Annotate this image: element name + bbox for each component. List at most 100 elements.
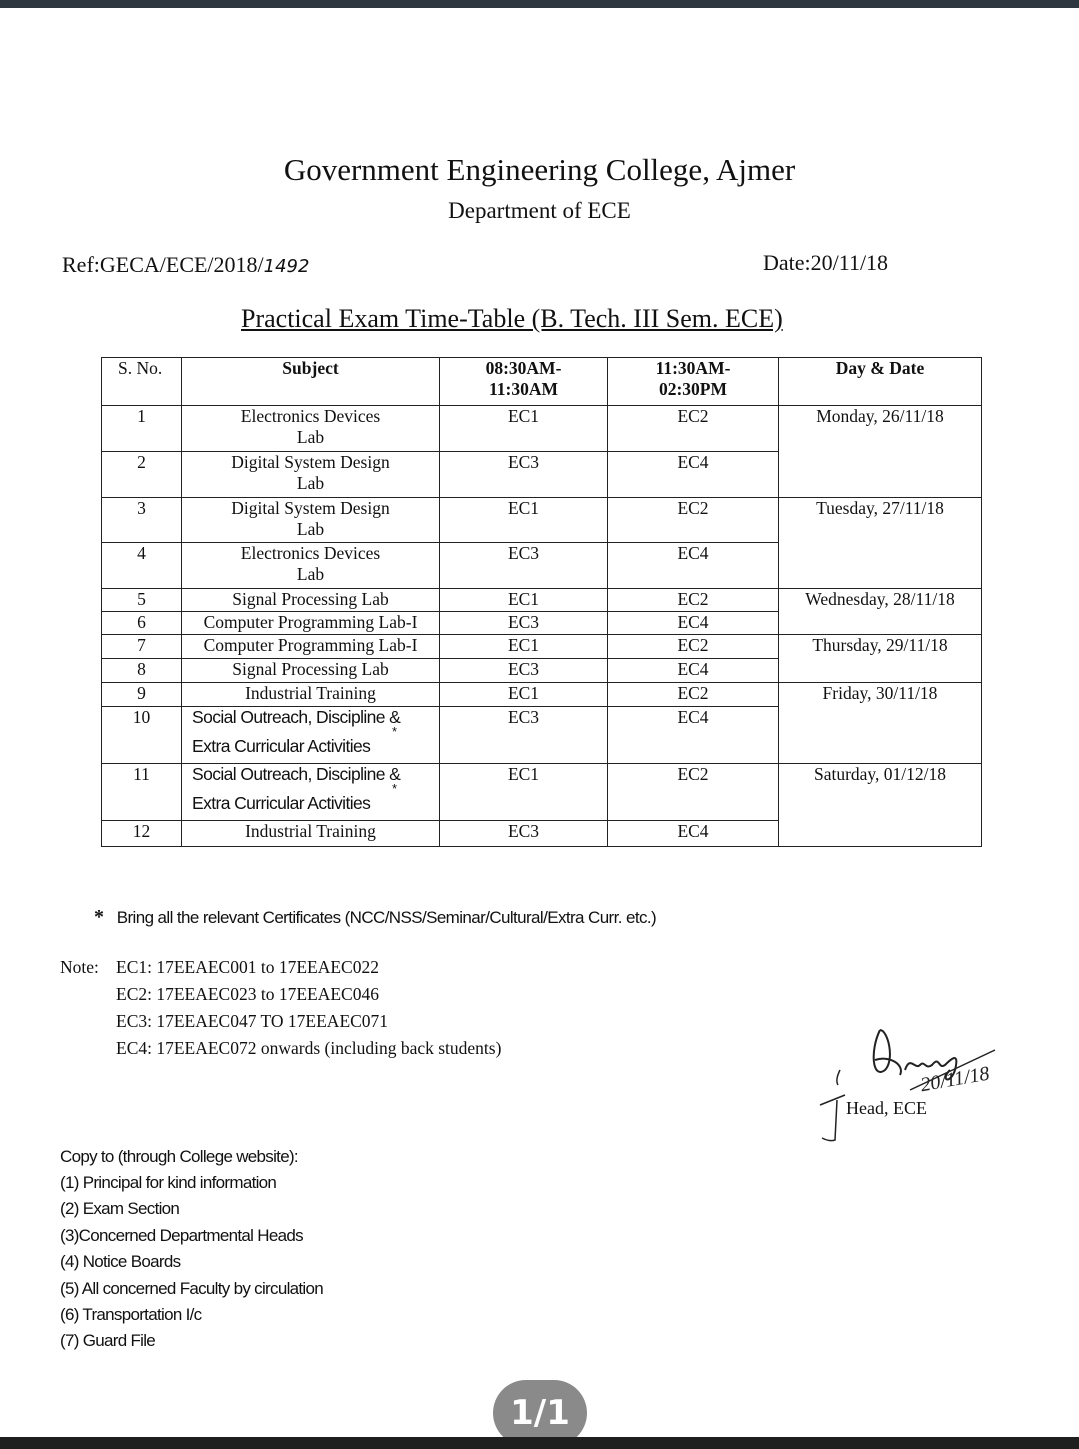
column-header: Subject bbox=[181, 357, 440, 406]
viewer-top-bar bbox=[0, 0, 1079, 8]
serial-number-cell-text: 11 bbox=[133, 764, 150, 784]
copy-to-item: (1) Principal for kind information bbox=[60, 1173, 277, 1192]
afternoon-slot-cell-text: EC4 bbox=[677, 543, 709, 563]
afternoon-slot-cell: EC4 bbox=[607, 542, 779, 589]
serial-number-cell-text: 7 bbox=[137, 635, 146, 655]
morning-slot-cell: EC1 bbox=[439, 682, 608, 707]
signature: 20/11/18 bbox=[819, 1029, 996, 1142]
day-date-cell-text: Friday, 30/11/18 bbox=[822, 683, 938, 703]
table-row: 9 Industrial Training EC1 EC2 Friday, 30/11/… bbox=[101, 682, 982, 764]
day-date-cell: Thursday, 29/11/18 bbox=[778, 634, 982, 683]
column-header: S. No. bbox=[101, 357, 182, 406]
subject-line: Extra Curricular Activities bbox=[192, 793, 371, 813]
afternoon-slot-cell-text: EC2 bbox=[677, 498, 709, 518]
signature-date: 20/11/18 bbox=[919, 1063, 991, 1097]
morning-slot-cell: EC1 bbox=[439, 497, 608, 543]
day-date-cell-text: Tuesday, 27/11/18 bbox=[816, 498, 944, 518]
subject-cell-text: Industrial Training bbox=[245, 821, 376, 841]
afternoon-slot-cell: EC2 bbox=[607, 763, 779, 821]
day-date-cell: Wednesday, 28/11/18 bbox=[778, 588, 982, 635]
subject-cell: Social Outreach, Discipline & * Extra Curr… bbox=[181, 763, 440, 821]
serial-number-cell: 3 bbox=[101, 497, 182, 543]
copy-to-item: (4) Notice Boards bbox=[60, 1252, 181, 1271]
subject-cell: Signal Processing Lab bbox=[181, 588, 440, 612]
column-header: 11:30AM- 02:30PM bbox=[607, 357, 779, 406]
department-name: Department of ECE bbox=[448, 198, 631, 223]
afternoon-slot-cell: EC4 bbox=[607, 820, 779, 847]
morning-slot-cell: EC1 bbox=[439, 588, 608, 612]
morning-slot-cell: EC3 bbox=[439, 542, 608, 589]
subject-cell: Signal Processing Lab bbox=[181, 658, 440, 683]
day-date-cell-text: Wednesday, 28/11/18 bbox=[805, 589, 955, 609]
signatory-title: Head, ECE bbox=[846, 1098, 927, 1118]
note-label: Note: bbox=[60, 957, 99, 977]
day-date-cell-text: Saturday, 01/12/18 bbox=[813, 764, 947, 784]
morning-slot-cell: EC3 bbox=[439, 451, 608, 498]
serial-number-cell-text: 12 bbox=[132, 821, 151, 841]
subject-cell-text: Signal Processing Lab bbox=[232, 659, 389, 679]
serial-number-cell: 10 bbox=[101, 706, 182, 764]
footnote-text: Bring all the relevant Certificates (NCC… bbox=[116, 908, 657, 927]
note-item: EC2: 17EEAEC023 to 17EEAEC046 bbox=[116, 984, 379, 1004]
reference-handwritten-number: 1492 bbox=[263, 256, 310, 277]
subject-cell: Computer Programming Lab-I bbox=[181, 611, 440, 635]
table-row: 12 Industrial Training EC3 EC4 bbox=[101, 820, 982, 847]
morning-slot-cell: EC1 bbox=[439, 763, 608, 821]
subject-cell: Social Outreach, Discipline & * Extra Curr… bbox=[181, 706, 440, 764]
morning-slot-cell-text: EC1 bbox=[507, 635, 540, 655]
note-item: EC4: 17EEAEC072 onwards (including back … bbox=[116, 1038, 502, 1058]
subject-cell-text: Social Outreach, Discipline & * Extra Curr… bbox=[192, 764, 439, 814]
serial-number-cell-text: 3 bbox=[137, 498, 146, 518]
note-item: EC1: 17EEAEC001 to 17EEAEC022 bbox=[116, 957, 379, 977]
subject-cell-text: Electronics Devices Lab bbox=[240, 543, 381, 584]
copy-to-item: (2) Exam Section bbox=[60, 1199, 180, 1218]
table-row: 1 Electronics Devices Lab EC1 EC2 Monday, 26… bbox=[101, 405, 982, 498]
afternoon-slot-cell: EC2 bbox=[607, 682, 779, 707]
timetable-title: Practical Exam Time-Table (B. Tech. III … bbox=[241, 304, 783, 333]
afternoon-slot-cell-text: EC2 bbox=[677, 406, 709, 426]
copy-to-item: (5) All concerned Faculty by circulation bbox=[60, 1279, 324, 1298]
subject-cell: Industrial Training bbox=[181, 682, 440, 707]
afternoon-slot-cell-text: EC2 bbox=[677, 683, 709, 703]
afternoon-slot-cell: EC4 bbox=[607, 451, 779, 498]
subject-cell: Industrial Training bbox=[181, 820, 440, 847]
serial-number-cell: 12 bbox=[101, 820, 182, 847]
day-date-cell: Monday, 26/11/18 bbox=[778, 405, 982, 498]
column-header: Day & Date bbox=[778, 357, 982, 406]
afternoon-slot-cell: EC2 bbox=[607, 634, 779, 659]
subject-cell-text: Signal Processing Lab bbox=[232, 589, 389, 609]
note-item: EC3: 17EEAEC047 TO 17EEAEC071 bbox=[116, 1011, 389, 1031]
subject-cell-text: Computer Programming Lab-I bbox=[203, 635, 418, 655]
afternoon-slot-cell-text: EC4 bbox=[677, 707, 709, 727]
morning-slot-cell-text: EC3 bbox=[507, 612, 540, 632]
morning-slot-cell: EC1 bbox=[439, 634, 608, 659]
subject-cell: Digital System Design Lab bbox=[181, 451, 440, 498]
afternoon-slot-cell-text: EC2 bbox=[677, 589, 709, 609]
morning-slot-cell-text: EC3 bbox=[507, 659, 540, 679]
afternoon-slot-cell: EC2 bbox=[607, 588, 779, 612]
certificate-footnote: * Bring all the relevant Certificates (N… bbox=[94, 906, 657, 929]
table-row: 10 Social Outreach, Discipline & * Extra Cu… bbox=[101, 706, 982, 764]
serial-number-cell-text: 5 bbox=[137, 589, 146, 609]
serial-number-cell-text: 10 bbox=[132, 707, 151, 727]
copy-to-item: (3)Concerned Departmental Heads bbox=[60, 1226, 304, 1245]
table-row: 3 Digital System Design Lab EC1 EC2 Tuesday,… bbox=[101, 497, 982, 589]
afternoon-slot-cell: EC4 bbox=[607, 658, 779, 683]
afternoon-slot-cell: EC2 bbox=[607, 405, 779, 452]
table-row: 4 Electronics Devices Lab EC3 EC4 bbox=[101, 542, 982, 589]
day-date-cell: Friday, 30/11/18 bbox=[778, 682, 982, 764]
afternoon-slot-cell: EC2 bbox=[607, 497, 779, 543]
morning-slot-cell-text: EC1 bbox=[507, 764, 540, 784]
subject-cell-text: Digital System Design Lab bbox=[231, 498, 390, 539]
morning-slot-cell: EC3 bbox=[439, 706, 608, 764]
subject-cell: Digital System Design Lab bbox=[181, 497, 440, 543]
serial-number-cell: 11 bbox=[101, 763, 182, 821]
morning-slot-cell-text: EC3 bbox=[507, 821, 540, 841]
morning-slot-cell-text: EC3 bbox=[507, 707, 540, 727]
afternoon-slot-cell: EC4 bbox=[607, 706, 779, 764]
morning-slot-cell-text: EC3 bbox=[507, 543, 540, 563]
afternoon-slot-cell-text: EC4 bbox=[677, 821, 709, 841]
afternoon-slot-cell-text: EC2 bbox=[677, 764, 709, 784]
subject-cell-text: Digital System Design Lab bbox=[231, 452, 390, 493]
asterisk: * bbox=[392, 781, 397, 796]
